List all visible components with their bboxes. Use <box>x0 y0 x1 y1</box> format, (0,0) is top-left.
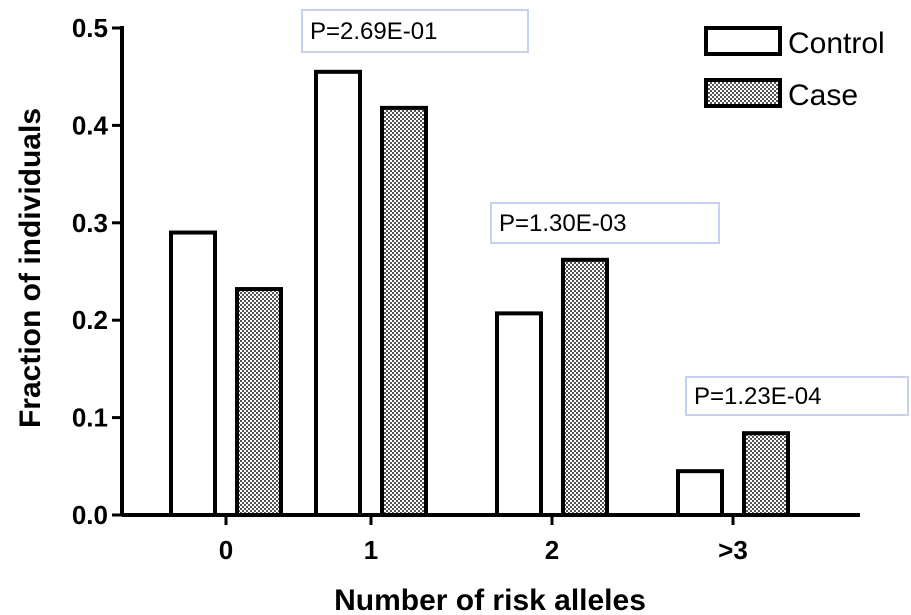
legend-swatch-control <box>704 26 782 56</box>
y-tick-label: 0.0 <box>72 500 108 530</box>
legend-label: Control <box>788 27 885 60</box>
y-tick-label: 0.4 <box>72 110 109 140</box>
y-tick-label: 0.2 <box>72 305 108 335</box>
y-tick-label: 0.3 <box>72 208 108 238</box>
legend: Control Case <box>704 26 885 112</box>
legend-label: Case <box>788 79 858 112</box>
control-bar <box>676 469 724 518</box>
y-tick-label: 0.5 <box>72 13 108 43</box>
p-value-box <box>490 202 720 244</box>
p-value-label: P=1.30E-03 <box>499 210 626 237</box>
p-value-label: P=1.23E-04 <box>694 383 821 410</box>
x-tick-label: 2 <box>545 535 559 565</box>
x-tick-label: 1 <box>364 535 378 565</box>
control-bar <box>169 230 217 517</box>
case-bar <box>742 431 790 517</box>
control-bar <box>314 69 362 518</box>
case-bar <box>380 105 428 517</box>
y-tick-label: 0.1 <box>72 403 108 433</box>
annotations: P=2.69E-01 P=1.30E-03 P=1.23E-04 <box>301 9 909 416</box>
legend-swatch-case <box>704 78 782 108</box>
bars <box>169 69 790 518</box>
case-bar <box>561 257 609 518</box>
p-value-box <box>301 9 529 53</box>
y-axis-title: Fraction of individuals <box>14 108 47 428</box>
control-bar <box>495 311 543 517</box>
p-value-box <box>685 376 909 416</box>
x-axis-title: Number of risk alleles <box>334 584 646 615</box>
x-tick-label: >3 <box>718 535 748 565</box>
x-tick-label: 0 <box>219 535 233 565</box>
p-value-label: P=2.69E-01 <box>310 18 437 45</box>
case-bar <box>235 287 283 518</box>
